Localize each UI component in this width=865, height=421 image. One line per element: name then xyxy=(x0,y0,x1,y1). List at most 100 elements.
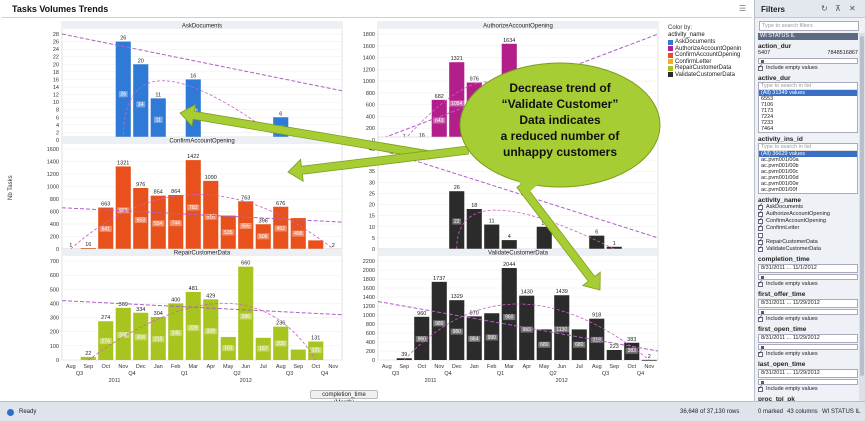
bar[interactable] xyxy=(501,268,517,360)
refresh-icon[interactable]: ↻ xyxy=(821,4,828,13)
active-dur-list[interactable]: Type to search in list (All) 31349 value… xyxy=(758,82,858,133)
chart-panel[interactable]: ConfirmAccountOpening0200400600800100012… xyxy=(47,136,343,253)
legend-field[interactable]: activity_name xyxy=(668,32,705,38)
bar[interactable] xyxy=(554,295,570,360)
bar[interactable] xyxy=(203,299,219,360)
list-item[interactable]: 7464 xyxy=(761,126,774,132)
list-item-all[interactable]: (All) 36629 values xyxy=(759,151,857,157)
bar[interactable] xyxy=(449,300,465,360)
bar[interactable] xyxy=(519,77,535,140)
chart-panel[interactable]: AskDocuments0246810121416182022242628262… xyxy=(53,21,343,144)
list-item[interactable]: ac.pvm001/00f xyxy=(761,187,798,193)
bar[interactable] xyxy=(431,99,447,140)
bar[interactable] xyxy=(255,337,271,360)
bar[interactable] xyxy=(466,209,482,249)
bar[interactable] xyxy=(484,224,500,249)
bar[interactable] xyxy=(185,160,201,249)
bar[interactable] xyxy=(133,188,149,249)
list-item[interactable]: ac.pvm001/00e xyxy=(761,181,799,187)
list-item[interactable]: 7233 xyxy=(761,120,774,126)
bar[interactable] xyxy=(133,64,149,140)
first-open-time-range[interactable]: 8/31/2011 ... 11/29/2012 xyxy=(758,334,858,343)
list-item[interactable]: 6553 xyxy=(761,96,774,102)
bar[interactable] xyxy=(168,195,184,249)
first-offer-time-range[interactable]: 8/31/2011 ... 11/29/2012 xyxy=(758,299,858,308)
first-offer-time-slider[interactable] xyxy=(758,309,858,315)
bar[interactable] xyxy=(238,201,254,249)
x-axis-selector[interactable]: completion_time (Month) xyxy=(310,390,378,406)
list-item[interactable]: ac.pvm001/00c xyxy=(761,169,799,175)
bar[interactable] xyxy=(431,281,447,360)
chart-panel[interactable]: RepairCustomerData 0 100 200 300 400 500 600 700… xyxy=(50,248,343,384)
bar[interactable] xyxy=(220,336,236,360)
bar[interactable] xyxy=(641,359,657,361)
list-search-input[interactable]: Type to search in list xyxy=(759,83,857,90)
bar[interactable] xyxy=(133,312,149,360)
list-item-all[interactable]: (All) 31349 values xyxy=(759,90,857,96)
bar[interactable] xyxy=(308,341,324,360)
bar[interactable] xyxy=(308,240,324,249)
list-item[interactable]: 7106 xyxy=(761,102,774,108)
bar[interactable] xyxy=(466,316,482,360)
bar[interactable] xyxy=(484,88,500,140)
bar[interactable] xyxy=(414,316,430,360)
bar[interactable] xyxy=(589,235,605,249)
list-item[interactable]: ac.pvm001/00d xyxy=(761,175,799,181)
bar[interactable] xyxy=(80,248,96,249)
bar[interactable] xyxy=(150,317,166,360)
bar[interactable] xyxy=(589,318,605,360)
bar[interactable] xyxy=(168,303,184,360)
chart-panel[interactable]: ValidateCustomerData 0 200 400 600 800 1000 120… xyxy=(363,248,659,384)
chart-panel[interactable]: 0 5 10 15 20 25 30 35 40 45 26 22 18 11 4 10 6 1 xyxy=(369,136,659,253)
menu-icon[interactable]: ☰ xyxy=(738,4,746,13)
legend-item[interactable]: AskDocuments xyxy=(668,39,756,46)
bar[interactable] xyxy=(115,41,131,141)
activity-checkbox[interactable]: ConfirmAccountOpening xyxy=(758,217,858,225)
activity-checkbox[interactable]: ConfirmLetter xyxy=(758,224,858,232)
legend-item[interactable]: AuthorizeAccountOpenin xyxy=(668,46,756,53)
include-empty-checkbox[interactable]: Include empty values xyxy=(758,350,858,358)
bar[interactable] xyxy=(115,307,131,360)
list-item[interactable]: ac.pvm001/00a xyxy=(761,157,799,163)
completion-time-range[interactable]: 8/31/2011 ... 11/1/2012 xyxy=(758,264,858,273)
include-empty-checkbox[interactable]: Include empty values xyxy=(758,280,858,288)
activity-checkbox[interactable]: AuthorizeAccountOpening xyxy=(758,210,858,218)
bar[interactable] xyxy=(150,195,166,249)
activity-checkbox[interactable] xyxy=(758,232,858,239)
include-empty-checkbox[interactable]: Include empty values xyxy=(758,385,858,393)
bar[interactable] xyxy=(290,349,306,360)
bar[interactable] xyxy=(606,349,622,360)
bar[interactable] xyxy=(449,191,465,249)
bar[interactable] xyxy=(290,218,306,249)
bar[interactable] xyxy=(115,166,131,249)
bar[interactable] xyxy=(484,313,500,360)
bar[interactable] xyxy=(536,226,552,249)
first-open-time-slider[interactable] xyxy=(758,344,858,350)
list-item[interactable]: 7173 xyxy=(761,108,774,114)
bar[interactable] xyxy=(396,358,412,360)
activity-checkbox[interactable]: AskDocuments xyxy=(758,203,858,211)
legend-item[interactable]: ConfirmAccountOpening xyxy=(668,52,756,59)
bar[interactable] xyxy=(185,291,201,360)
bar[interactable] xyxy=(255,224,271,249)
action-dur-slider[interactable] xyxy=(758,58,858,64)
bar[interactable] xyxy=(80,356,96,360)
list-item[interactable]: ac.pvm001/00b xyxy=(761,163,799,169)
last-open-time-range[interactable]: 8/31/2011 ... 11/29/2012 xyxy=(758,369,858,378)
bar[interactable] xyxy=(238,266,254,360)
bar[interactable] xyxy=(150,98,166,140)
legend-item[interactable]: ValidateCustomerData xyxy=(668,72,756,79)
bar[interactable] xyxy=(220,215,236,249)
include-empty-checkbox[interactable]: Include empty values xyxy=(758,64,858,72)
bar[interactable] xyxy=(606,246,622,249)
bar[interactable] xyxy=(466,82,482,140)
bar[interactable] xyxy=(203,180,219,249)
filters-scroll-thumb[interactable] xyxy=(860,36,864,376)
include-empty-checkbox[interactable]: Include empty values xyxy=(758,315,858,323)
bar[interactable] xyxy=(273,326,289,360)
bar[interactable] xyxy=(536,329,552,360)
last-open-time-slider[interactable] xyxy=(758,379,858,385)
chart-panel[interactable]: AuthorizeAccountOpening 0 200 400 600 800 1000… xyxy=(363,21,659,144)
legend-item[interactable]: RepairCustomerData xyxy=(668,65,756,72)
bar[interactable] xyxy=(571,329,587,360)
